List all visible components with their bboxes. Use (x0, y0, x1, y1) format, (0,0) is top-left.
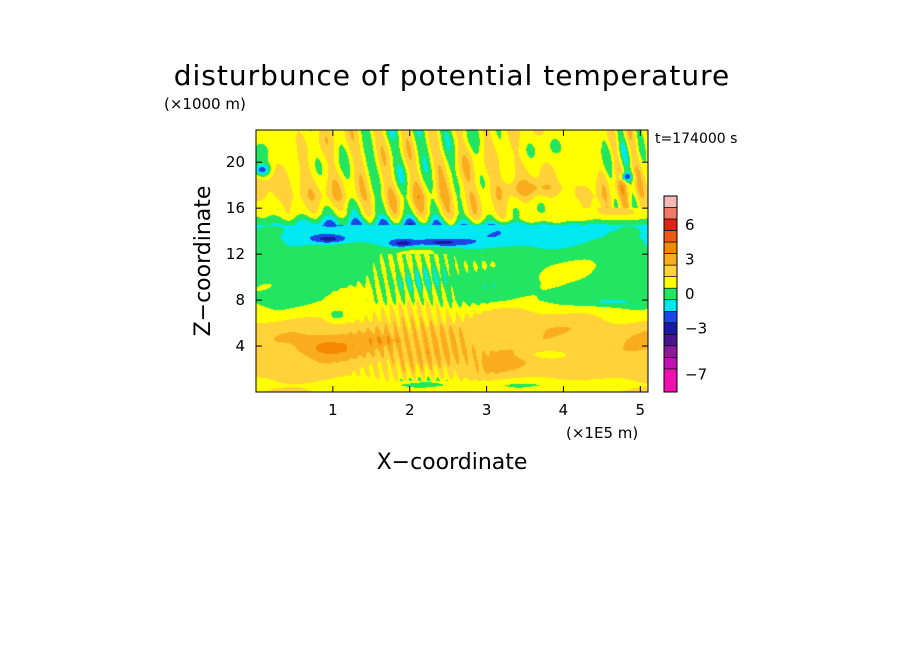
x-axis-unit: (×1E5 m) (566, 424, 638, 442)
y-axis-ticks: 4 8 12 16 20 (226, 153, 648, 355)
y-axis-unit: (×1000 m) (164, 95, 246, 113)
plot-area (255, 129, 649, 393)
colorbar-swatch (663, 368, 678, 393)
colorbar-swatch (663, 276, 678, 289)
colorbar-swatch (663, 357, 678, 370)
colorbar-tick-label: −7 (685, 366, 707, 384)
x-tick-label: 3 (482, 401, 492, 419)
colorbar-tick-label: −3 (685, 320, 707, 338)
colorbar-swatch (663, 195, 678, 208)
colorbar-swatch (663, 345, 678, 358)
chart-title: disturbunce of potential temperature (174, 59, 731, 92)
x-tick-label: 5 (636, 401, 646, 419)
y-axis-label: Z−coordinate (191, 186, 216, 337)
colorbar-frame (663, 195, 678, 393)
colorbar-tick-label: 0 (685, 285, 695, 303)
plot-frame (255, 129, 649, 393)
x-axis-ticks: 1 2 3 4 5 (328, 130, 645, 419)
colorbar-tick-label: 3 (685, 250, 695, 268)
colorbar-swatch (663, 299, 678, 312)
colorbar-swatch (663, 264, 678, 278)
colorbar-swatch (663, 218, 678, 231)
y-tick-label: 12 (226, 245, 245, 263)
x-tick-label: 4 (559, 401, 569, 419)
colorbar-swatch (663, 322, 678, 335)
colorbar-labels: 6 3 0 −3 −7 (685, 216, 707, 384)
x-tick-label: 1 (328, 401, 338, 419)
colorbar-swatch (663, 310, 678, 324)
time-label: t=174000 s (655, 131, 737, 147)
y-tick-label: 16 (226, 199, 245, 217)
y-tick-label: 20 (226, 153, 245, 171)
y-tick-label: 8 (235, 291, 245, 309)
x-tick-label: 2 (405, 401, 415, 419)
x-axis-label: X−coordinate (377, 450, 528, 475)
colorbar (663, 195, 678, 393)
colorbar-swatch (663, 334, 678, 347)
colorbar-swatch (663, 230, 678, 243)
colorbar-swatch (663, 253, 678, 266)
colorbar-tick-label: 6 (685, 216, 695, 234)
colorbar-swatch (663, 207, 678, 220)
contour-field (256, 130, 648, 392)
y-tick-label: 4 (235, 337, 245, 355)
colorbar-swatch (663, 241, 678, 254)
colorbar-swatch (663, 287, 678, 301)
